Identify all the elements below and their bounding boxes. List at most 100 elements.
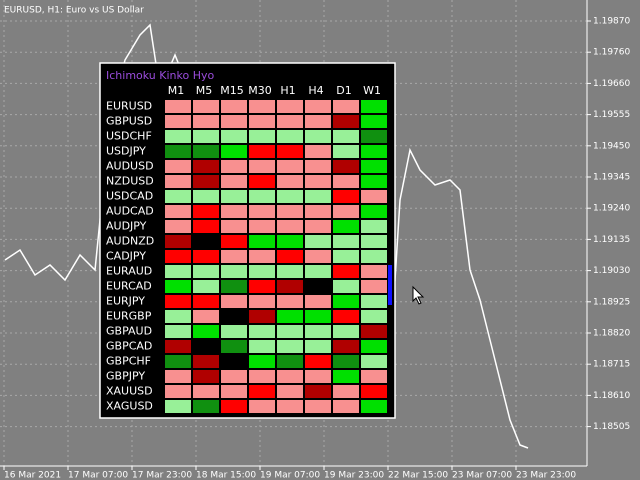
symbol-label: GBPCHF bbox=[106, 355, 151, 368]
symbol-label: EURUSD bbox=[106, 100, 152, 113]
symbol-label: GBPAUD bbox=[106, 325, 152, 338]
signal-cell bbox=[221, 340, 247, 353]
signal-cell bbox=[361, 190, 387, 203]
signal-cell bbox=[361, 130, 387, 143]
signal-cell bbox=[249, 100, 275, 113]
symbol-label: GBPUSD bbox=[106, 115, 152, 128]
price-label: 1.19345 bbox=[593, 173, 630, 183]
signal-cell bbox=[333, 235, 359, 248]
signal-cell bbox=[193, 355, 219, 368]
signal-cell bbox=[277, 130, 303, 143]
signal-cell bbox=[249, 250, 275, 263]
signal-cell bbox=[193, 115, 219, 128]
signal-cell bbox=[165, 145, 191, 158]
signal-cell bbox=[277, 400, 303, 413]
signal-cell bbox=[249, 130, 275, 143]
time-label: 17 Mar 07:00 bbox=[68, 471, 128, 480]
signal-cell bbox=[361, 280, 387, 293]
price-label: 1.19030 bbox=[593, 266, 630, 276]
signal-cell bbox=[277, 355, 303, 368]
symbol-label: GBPCAD bbox=[106, 340, 152, 353]
signal-cell bbox=[221, 190, 247, 203]
price-label: 1.18820 bbox=[593, 329, 630, 339]
column-header: M1 bbox=[168, 84, 185, 97]
signal-cell bbox=[193, 160, 219, 173]
signal-cell bbox=[277, 160, 303, 173]
signal-cell bbox=[277, 265, 303, 278]
signal-cell bbox=[193, 130, 219, 143]
signal-cell bbox=[305, 115, 331, 128]
signal-cell bbox=[333, 280, 359, 293]
signal-cell bbox=[333, 310, 359, 323]
signal-cell bbox=[221, 175, 247, 188]
signal-cell bbox=[165, 400, 191, 413]
signal-cell bbox=[277, 280, 303, 293]
signal-cell bbox=[193, 100, 219, 113]
signal-cell bbox=[305, 385, 331, 398]
signal-cell bbox=[305, 190, 331, 203]
symbol-label: EURCAD bbox=[106, 280, 152, 293]
signal-cell bbox=[277, 250, 303, 263]
price-label: 1.19555 bbox=[593, 110, 630, 120]
price-label: 1.18715 bbox=[593, 360, 630, 370]
signal-cell bbox=[277, 340, 303, 353]
signal-cell bbox=[361, 250, 387, 263]
signal-cell bbox=[333, 205, 359, 218]
symbol-label: AUDNZD bbox=[106, 235, 154, 248]
symbol-label: USDJPY bbox=[106, 145, 146, 158]
price-label: 1.19870 bbox=[593, 17, 630, 27]
time-label: 23 Mar 07:00 bbox=[452, 471, 512, 480]
signal-cell bbox=[221, 280, 247, 293]
signal-cell bbox=[165, 355, 191, 368]
signal-cell bbox=[221, 130, 247, 143]
signal-cell bbox=[249, 205, 275, 218]
time-label: 22 Mar 15:00 bbox=[388, 471, 448, 480]
signal-cell bbox=[165, 115, 191, 128]
signal-cell bbox=[277, 235, 303, 248]
signal-cell bbox=[221, 265, 247, 278]
signal-cell bbox=[249, 400, 275, 413]
signal-cell bbox=[305, 400, 331, 413]
signal-cell bbox=[333, 145, 359, 158]
signal-cell bbox=[277, 385, 303, 398]
signal-cell bbox=[305, 265, 331, 278]
signal-cell bbox=[193, 175, 219, 188]
signal-cell bbox=[333, 100, 359, 113]
signal-cell bbox=[165, 190, 191, 203]
signal-cell bbox=[249, 145, 275, 158]
column-header: H4 bbox=[308, 84, 323, 97]
symbol-label: USDCAD bbox=[106, 190, 153, 203]
signal-cell bbox=[193, 220, 219, 233]
signal-cell bbox=[193, 190, 219, 203]
signal-cell bbox=[193, 250, 219, 263]
signal-cell bbox=[361, 385, 387, 398]
signal-cell bbox=[305, 355, 331, 368]
price-label: 1.19660 bbox=[593, 79, 630, 89]
signal-cell bbox=[305, 205, 331, 218]
signal-cell bbox=[165, 265, 191, 278]
signal-cell bbox=[221, 205, 247, 218]
signal-cell bbox=[277, 100, 303, 113]
signal-cell bbox=[333, 115, 359, 128]
signal-cell bbox=[277, 205, 303, 218]
signal-cell bbox=[333, 250, 359, 263]
window-title: EURUSD, H1: Euro vs US Dollar bbox=[4, 6, 144, 16]
signal-cell bbox=[165, 250, 191, 263]
signal-cell bbox=[277, 190, 303, 203]
signal-cell bbox=[361, 340, 387, 353]
symbol-label: EURJPY bbox=[106, 295, 145, 308]
signal-cell bbox=[165, 340, 191, 353]
signal-cell bbox=[249, 265, 275, 278]
price-label: 1.19760 bbox=[593, 48, 630, 58]
signal-cell bbox=[361, 355, 387, 368]
signal-cell bbox=[277, 295, 303, 308]
signal-cell bbox=[193, 400, 219, 413]
signal-cell bbox=[333, 355, 359, 368]
signal-cell bbox=[333, 295, 359, 308]
signal-cell bbox=[333, 370, 359, 383]
signal-cell bbox=[221, 310, 247, 323]
signal-cell bbox=[193, 235, 219, 248]
signal-cell bbox=[333, 385, 359, 398]
signal-cell bbox=[305, 250, 331, 263]
